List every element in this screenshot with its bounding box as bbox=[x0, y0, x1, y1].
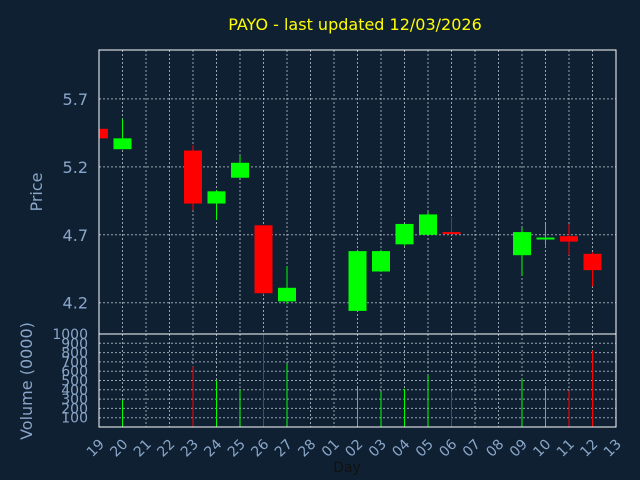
price-axis-label: Price bbox=[27, 172, 46, 211]
x-tick-label: 02 bbox=[342, 437, 366, 461]
price-tick-labels: 4.2 4.7 5.2 5.7 bbox=[63, 90, 88, 313]
candle-body bbox=[231, 162, 249, 178]
x-tick-label: 21 bbox=[131, 437, 155, 461]
candle-body bbox=[278, 287, 296, 302]
x-tick-label: 27 bbox=[272, 437, 296, 461]
candlestick bbox=[395, 223, 414, 246]
candle-body bbox=[419, 214, 437, 235]
candle-body bbox=[395, 223, 414, 245]
x-tick-label: 10 bbox=[530, 437, 554, 461]
x-tick-label: 11 bbox=[554, 437, 578, 461]
x-tick-label: 13 bbox=[601, 437, 625, 461]
price-tick-label: 4.7 bbox=[63, 226, 88, 245]
x-tick-label: 03 bbox=[366, 437, 390, 461]
x-tick-label: 06 bbox=[436, 436, 460, 460]
price-tick-label: 5.2 bbox=[63, 158, 88, 177]
candlestick bbox=[442, 217, 461, 235]
volume-axis-label: Volume (0000) bbox=[17, 322, 36, 440]
candlestick bbox=[254, 225, 273, 295]
candle-body bbox=[536, 237, 555, 240]
volume-tick-label: 400 bbox=[61, 383, 88, 399]
candlestick bbox=[98, 128, 108, 139]
price-tick-label: 5.7 bbox=[63, 90, 88, 109]
volume-tick-label: 500 bbox=[61, 374, 88, 390]
volume-series bbox=[122, 334, 593, 427]
candle-body bbox=[184, 150, 202, 204]
volume-tick-label: 700 bbox=[61, 355, 88, 371]
volume-tick-label: 100 bbox=[61, 411, 88, 427]
candle-body bbox=[583, 253, 602, 271]
candle-body bbox=[254, 225, 273, 294]
candle-body bbox=[513, 232, 531, 256]
x-tick-labels: 19 20 21 22 23 24 25 26 27 28 01 02 03 04 05 06 07 08 09 10… bbox=[84, 436, 625, 460]
x-tick-label: 07 bbox=[460, 437, 484, 461]
x-tick-label: 08 bbox=[483, 437, 507, 461]
candle-body bbox=[113, 138, 132, 150]
candlestick bbox=[419, 211, 437, 235]
x-tick-label: 24 bbox=[201, 436, 225, 460]
candlestick bbox=[583, 252, 602, 287]
candlestick bbox=[231, 155, 249, 178]
volume-panel-frame bbox=[98, 333, 617, 428]
volume-tick-label: 800 bbox=[61, 346, 88, 362]
candlestick bbox=[560, 223, 578, 256]
x-tick-label: 12 bbox=[577, 437, 601, 461]
volume-tick-label: 600 bbox=[61, 364, 88, 380]
candlestick bbox=[113, 119, 132, 150]
candle-body bbox=[372, 251, 390, 272]
candlestick bbox=[348, 249, 367, 311]
candle-body bbox=[442, 232, 461, 235]
chart-title: PAYO - last updated 12/03/2026 bbox=[228, 15, 482, 34]
candlestick bbox=[536, 223, 555, 246]
candle-body bbox=[560, 236, 578, 242]
candlestick bbox=[184, 145, 202, 211]
candle-body bbox=[99, 128, 108, 139]
candle-body bbox=[207, 191, 226, 204]
candlestick bbox=[278, 266, 296, 305]
x-axis-label: Day bbox=[333, 460, 361, 476]
candlestick bbox=[207, 189, 226, 220]
x-tick-label: 25 bbox=[225, 437, 249, 461]
candle-body bbox=[348, 251, 367, 311]
candlestick bbox=[372, 249, 390, 272]
x-tick-label: 20 bbox=[107, 437, 131, 461]
volume-tick-label: 200 bbox=[61, 401, 88, 417]
x-tick-label: 26 bbox=[248, 436, 272, 460]
candlestick bbox=[513, 228, 531, 276]
x-tick-label: 28 bbox=[295, 437, 319, 461]
x-tick-label: 05 bbox=[413, 437, 437, 461]
x-tick-label: 01 bbox=[319, 437, 343, 461]
x-tick-label: 23 bbox=[178, 437, 202, 461]
volume-tick-label: 900 bbox=[61, 336, 88, 352]
candlestick-series bbox=[98, 119, 602, 311]
x-tick-label: 19 bbox=[84, 437, 108, 461]
volume-tick-label: 1000 bbox=[52, 327, 88, 343]
x-tick-label: 09 bbox=[507, 437, 531, 461]
x-tick-label: 04 bbox=[389, 436, 413, 460]
price-tick-label: 4.2 bbox=[63, 294, 88, 313]
volume-tick-label: 300 bbox=[61, 392, 88, 408]
x-tick-label: 22 bbox=[154, 437, 178, 461]
